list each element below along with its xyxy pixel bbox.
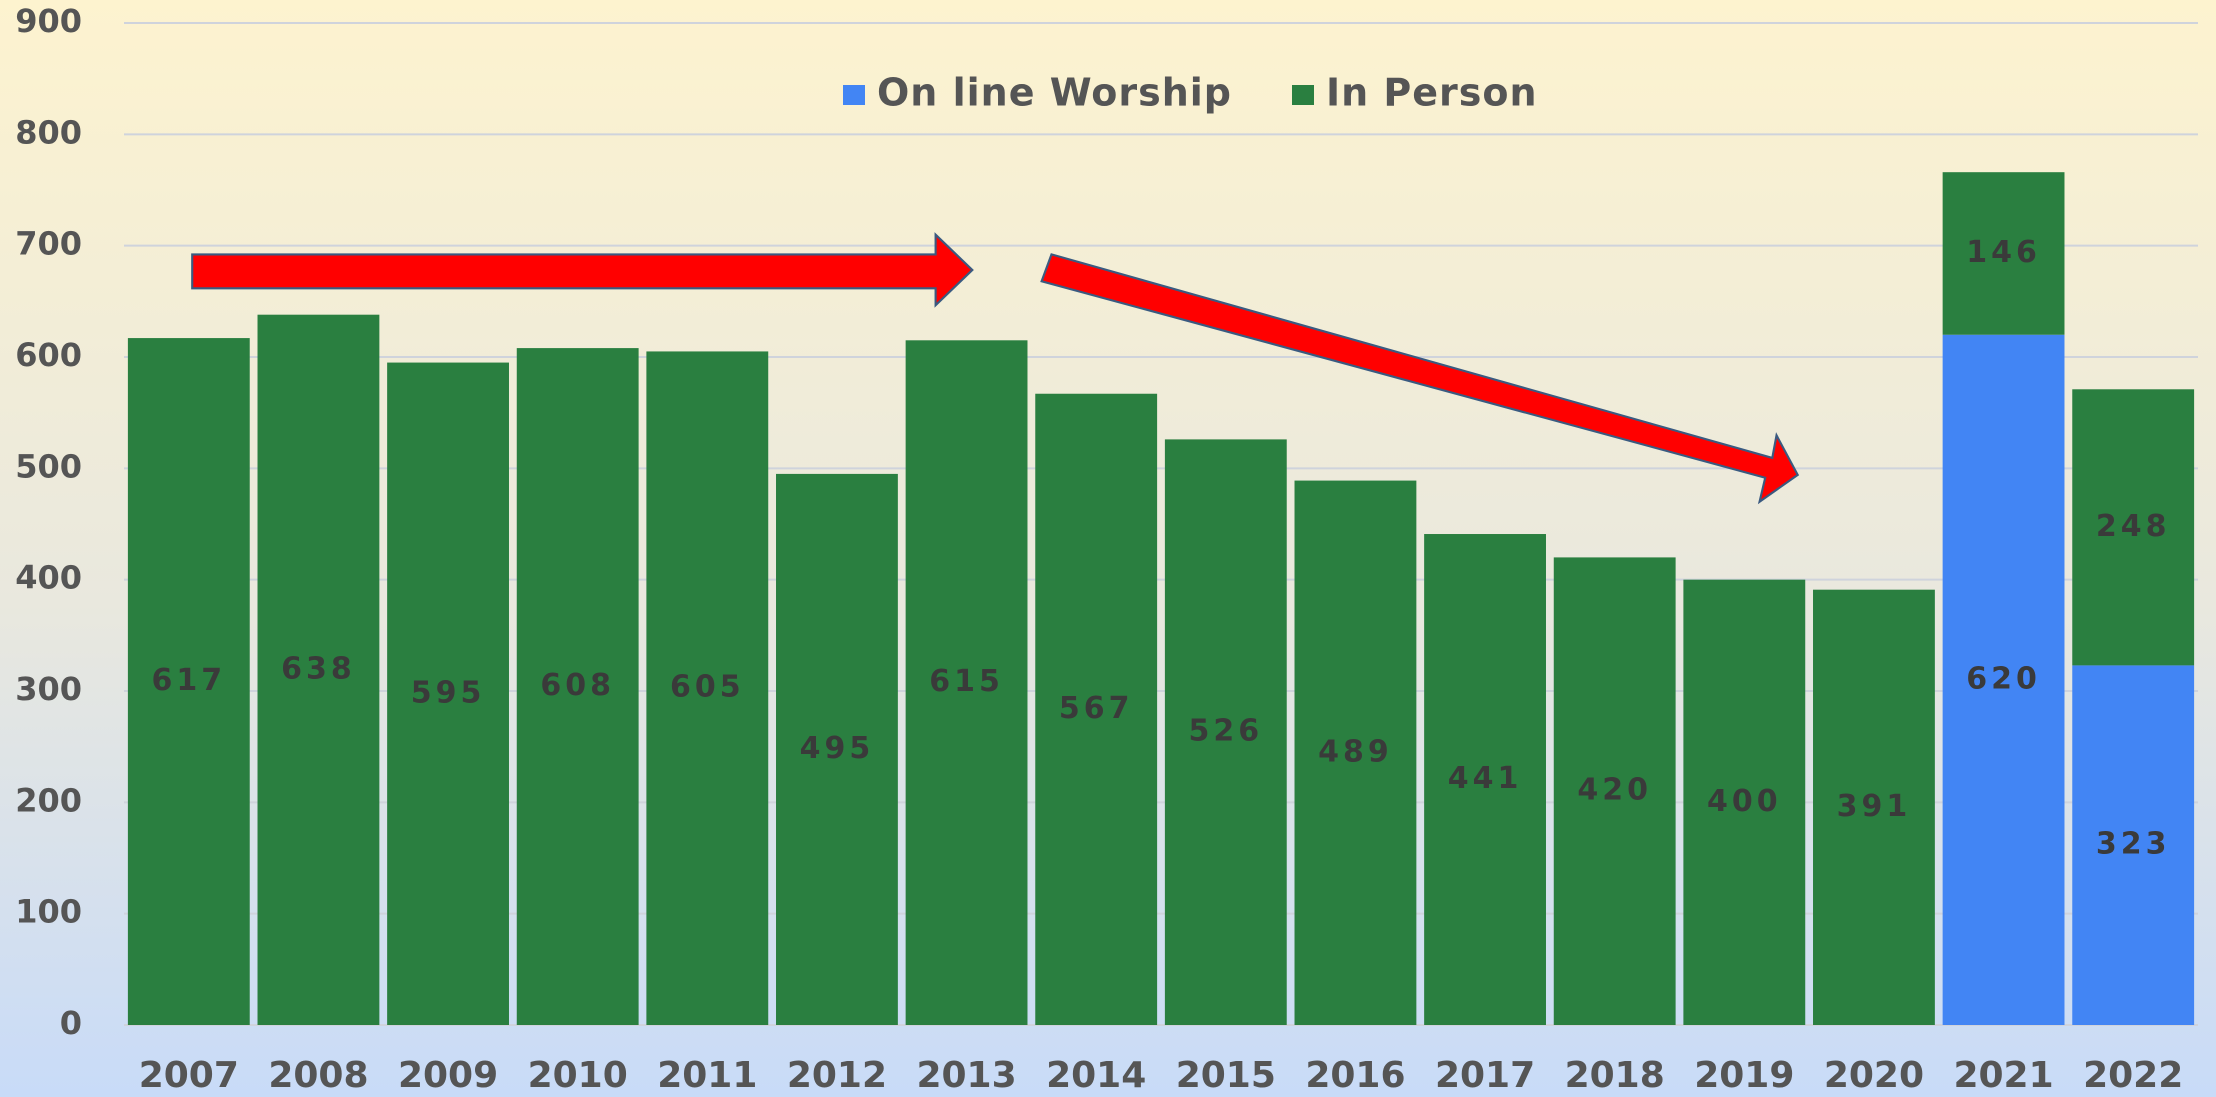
y-tick-label: 500 xyxy=(15,447,82,485)
value-label: 638 xyxy=(281,651,356,686)
arrows xyxy=(191,232,1800,505)
x-tick-label: 2022 xyxy=(2083,1055,2183,1096)
bar-segment xyxy=(1942,334,2065,1025)
arrow-down xyxy=(1040,253,1800,505)
bar-segment xyxy=(905,340,1028,1025)
bar-segment xyxy=(1942,172,2065,335)
y-tick-label: 900 xyxy=(15,2,82,40)
x-tick-label: 2016 xyxy=(1305,1055,1405,1096)
x-tick-label: 2007 xyxy=(139,1055,239,1096)
value-label: 617 xyxy=(152,663,227,698)
value-label: 323 xyxy=(2096,827,2171,862)
value-label: 489 xyxy=(1318,734,1393,769)
value-label: 615 xyxy=(929,664,1004,699)
x-tick-label: 2010 xyxy=(528,1055,628,1096)
x-tick-label: 2014 xyxy=(1046,1055,1146,1096)
bar-segment xyxy=(1424,534,1546,1025)
y-tick-label: 100 xyxy=(15,893,82,931)
y-tick-label: 200 xyxy=(15,781,82,819)
x-tick-label: 2008 xyxy=(268,1055,368,1096)
value-label: 248 xyxy=(2096,509,2171,544)
value-label: 146 xyxy=(1966,235,2041,270)
value-label: 620 xyxy=(1966,661,2041,696)
y-tick-label: 700 xyxy=(15,225,82,263)
y-tick-label: 600 xyxy=(15,336,82,374)
y-tick-label: 400 xyxy=(15,559,82,597)
bar-segment xyxy=(1164,439,1287,1025)
bar-segment xyxy=(2072,389,2195,666)
x-tick-label: 2012 xyxy=(787,1055,887,1096)
x-tick-label: 2021 xyxy=(1953,1055,2053,1096)
bar-segment xyxy=(776,473,898,1025)
value-label: 495 xyxy=(800,731,875,766)
x-tick-label: 2019 xyxy=(1694,1055,1794,1096)
x-tick-label: 2009 xyxy=(398,1055,498,1096)
y-tick-label: 300 xyxy=(15,670,82,708)
legend-label: On line Worship xyxy=(877,71,1232,115)
bar-segment xyxy=(516,348,639,1025)
legend-swatch xyxy=(843,85,865,105)
labels: 0 100 200 300 400 500 600 700 800 900 2007 617 2008 6… xyxy=(15,2,2183,1096)
x-tick-label: 2017 xyxy=(1435,1055,1535,1096)
bar-segment xyxy=(1813,589,1935,1025)
value-label: 420 xyxy=(1577,773,1652,808)
value-label: 608 xyxy=(540,668,615,703)
bar-segment xyxy=(387,362,509,1026)
y-tick-label: 800 xyxy=(15,113,82,151)
value-label: 526 xyxy=(1189,714,1264,749)
value-label: 400 xyxy=(1707,784,1782,819)
x-tick-label: 2018 xyxy=(1565,1055,1665,1096)
legend-swatch xyxy=(1292,85,1314,105)
bar-segment xyxy=(1035,393,1158,1025)
bar-segment xyxy=(646,351,769,1025)
value-label: 441 xyxy=(1448,761,1523,796)
value-label: 595 xyxy=(411,675,486,710)
bar-segment xyxy=(127,338,250,1025)
bar-segment xyxy=(1683,579,1806,1025)
bar-segment xyxy=(257,314,380,1025)
bar-segment xyxy=(1553,557,1676,1025)
legend-label: In Person xyxy=(1326,71,1538,115)
x-tick-label: 2015 xyxy=(1176,1055,1276,1096)
value-label: 391 xyxy=(1837,789,1912,824)
arrow-flat xyxy=(191,232,974,308)
y-tick-label: 0 xyxy=(60,1004,82,1042)
value-label: 605 xyxy=(670,670,745,705)
value-label: 567 xyxy=(1059,691,1134,726)
x-tick-label: 2013 xyxy=(916,1055,1016,1096)
bar-segment xyxy=(2072,665,2195,1025)
x-tick-label: 2020 xyxy=(1824,1055,1924,1096)
bar-segment xyxy=(1294,480,1417,1026)
bars xyxy=(127,172,2195,1026)
x-tick-label: 2011 xyxy=(657,1055,757,1096)
